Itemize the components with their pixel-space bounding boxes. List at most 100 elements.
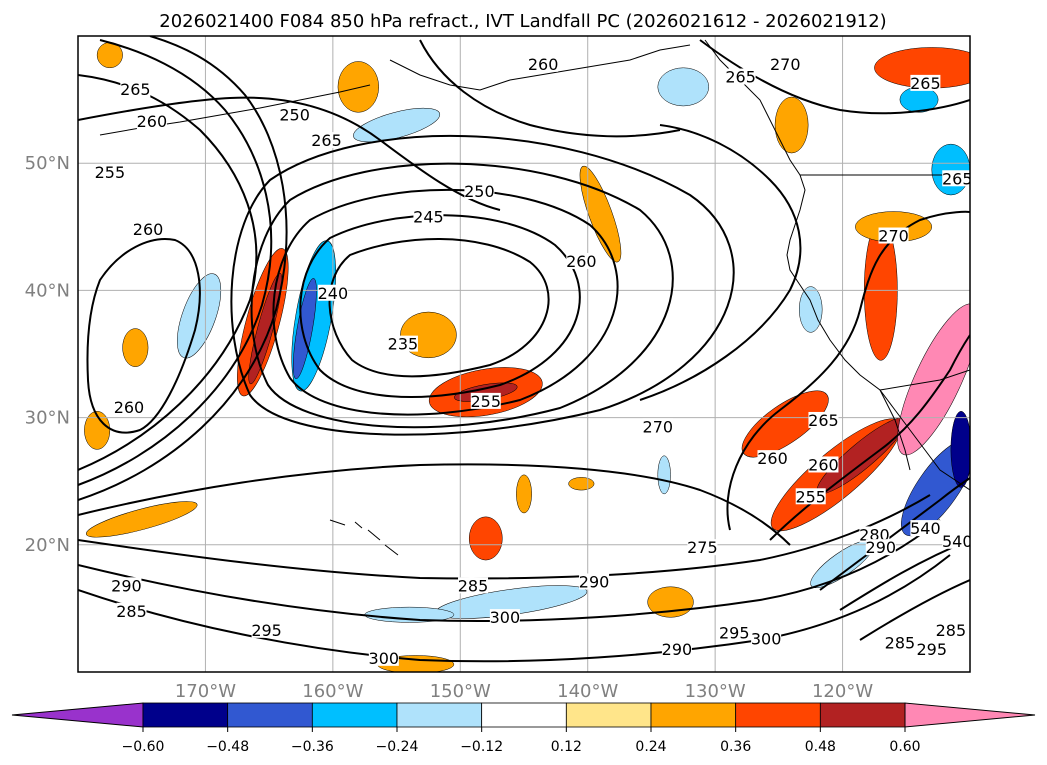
refractivity-contour (250, 162, 674, 429)
map-background (78, 36, 970, 672)
ivt-anomaly-patch (579, 165, 622, 263)
contour-label-halo (757, 450, 788, 467)
colorbar-extend-max (904, 702, 1036, 728)
latitude-labels: 20°N 30°N 40°N 50°N (25, 153, 70, 556)
contour-label: 300 (751, 630, 782, 649)
contour-label-halo (910, 520, 941, 537)
contour-label-halo (133, 221, 164, 238)
ivt-anomaly-patch (516, 474, 532, 514)
contour-label: 250 (464, 182, 495, 201)
contour-label-halo (687, 539, 718, 556)
colorbar-segment (481, 702, 567, 728)
refractivity-contour (299, 214, 581, 398)
colorbar-segment (142, 702, 229, 728)
contour-label: 285 (936, 621, 967, 640)
contour-label-halo (136, 113, 167, 130)
contour-label-halo (884, 634, 915, 651)
ivt-anomaly-patch (657, 455, 671, 495)
contour-label-halo (719, 624, 750, 641)
contour-label-halo (725, 68, 756, 85)
contour-label: 260 (114, 398, 145, 417)
contour-label-halo (413, 208, 444, 225)
contour-label-halo (317, 284, 348, 301)
contour-label-halo (528, 55, 559, 72)
contour-label-halo (113, 399, 144, 416)
contour-label-halo (94, 163, 125, 180)
contour-label: 255 (95, 163, 126, 182)
contour-label: 275 (687, 538, 718, 557)
contour-label-halo (942, 532, 970, 549)
longitude-label: 120°W (812, 681, 873, 702)
contour-label: 260 (133, 220, 164, 239)
colorbar-segment (819, 702, 906, 728)
ivt-anomaly-patch (798, 286, 823, 333)
ivt-anomaly-patch (84, 410, 111, 450)
colorbar-tick-label: 0.48 (805, 739, 836, 755)
contour-label-halo (795, 488, 826, 505)
colorbar-tick-label: −0.24 (376, 739, 419, 755)
ivt-anomaly-patch (86, 501, 198, 538)
latitude-label: 50°N (25, 153, 70, 174)
contour-label-halo (116, 602, 147, 619)
contour-label: 255 (795, 487, 826, 506)
refractivity-contour (726, 210, 970, 531)
refractivity-contour (86, 238, 201, 434)
contour-label: 240 (318, 284, 349, 303)
north-america-coastline (704, 39, 970, 491)
contour-label-halo (470, 392, 501, 409)
contour-label: 295 (719, 623, 750, 642)
contour-label: 260 (808, 455, 839, 474)
contour-label-halo (808, 456, 839, 473)
refractivity-contour (859, 579, 970, 641)
contour-label: 295 (251, 621, 282, 640)
colorbar-segment (565, 702, 652, 728)
contour-label: 265 (942, 169, 973, 188)
contour-label: 290 (579, 573, 610, 592)
contour-label-halo (751, 630, 782, 647)
refractivity-contour (78, 74, 258, 471)
refractivity-contours (78, 36, 970, 663)
refractivity-contour (699, 39, 970, 115)
refractivity-contour (78, 554, 951, 663)
contour-label-halo (279, 106, 310, 123)
contour-label-halo (368, 649, 399, 666)
contour-label: 300 (490, 608, 521, 627)
refractivity-contour (419, 39, 681, 138)
contour-label: 300 (369, 649, 400, 668)
contour-label: 285 (458, 576, 489, 595)
refractivity-contour (78, 39, 273, 486)
contour-label-halo (111, 577, 142, 594)
latitude-label: 30°N (25, 408, 70, 429)
contour-label: 245 (413, 207, 444, 226)
colorbar-segment (227, 702, 313, 728)
hawaii-islands (329, 519, 399, 556)
coastlines (99, 39, 970, 556)
refractivity-contour (819, 477, 970, 591)
colorbar: −0.60 −0.48 −0.36 −0.24 −0.12 0.12 0.24 0.36 0.4… (11, 702, 1036, 755)
refractivity-contour (78, 463, 791, 546)
contour-label: 265 (120, 80, 151, 99)
refractivity-contour (328, 238, 550, 378)
ivt-anomaly-patch (657, 67, 710, 107)
contour-label: 270 (643, 417, 674, 436)
colorbar-tick-label: −0.60 (122, 739, 165, 755)
contour-label: 270 (878, 227, 909, 246)
contour-label-halo (251, 621, 282, 638)
contour-label-halo (489, 609, 520, 626)
contour-label-halo (642, 418, 673, 435)
ivt-anomaly-patch (337, 61, 379, 113)
longitude-label: 140°W (557, 681, 618, 702)
colorbar-tick-label: 0.12 (551, 739, 582, 755)
refractivity-contour (78, 519, 941, 622)
refractivity-contour (78, 494, 931, 580)
refractivity-contour (78, 36, 288, 501)
colorbar-tick-label: 0.60 (889, 739, 920, 755)
contour-label-halo (579, 573, 610, 590)
contour-label: 260 (566, 252, 597, 271)
colorbar-segment (396, 702, 483, 728)
contour-label-halo (865, 539, 896, 556)
colorbar-segment (311, 702, 398, 728)
contour-label: 265 (311, 131, 342, 150)
contour-label: 265 (725, 68, 756, 87)
